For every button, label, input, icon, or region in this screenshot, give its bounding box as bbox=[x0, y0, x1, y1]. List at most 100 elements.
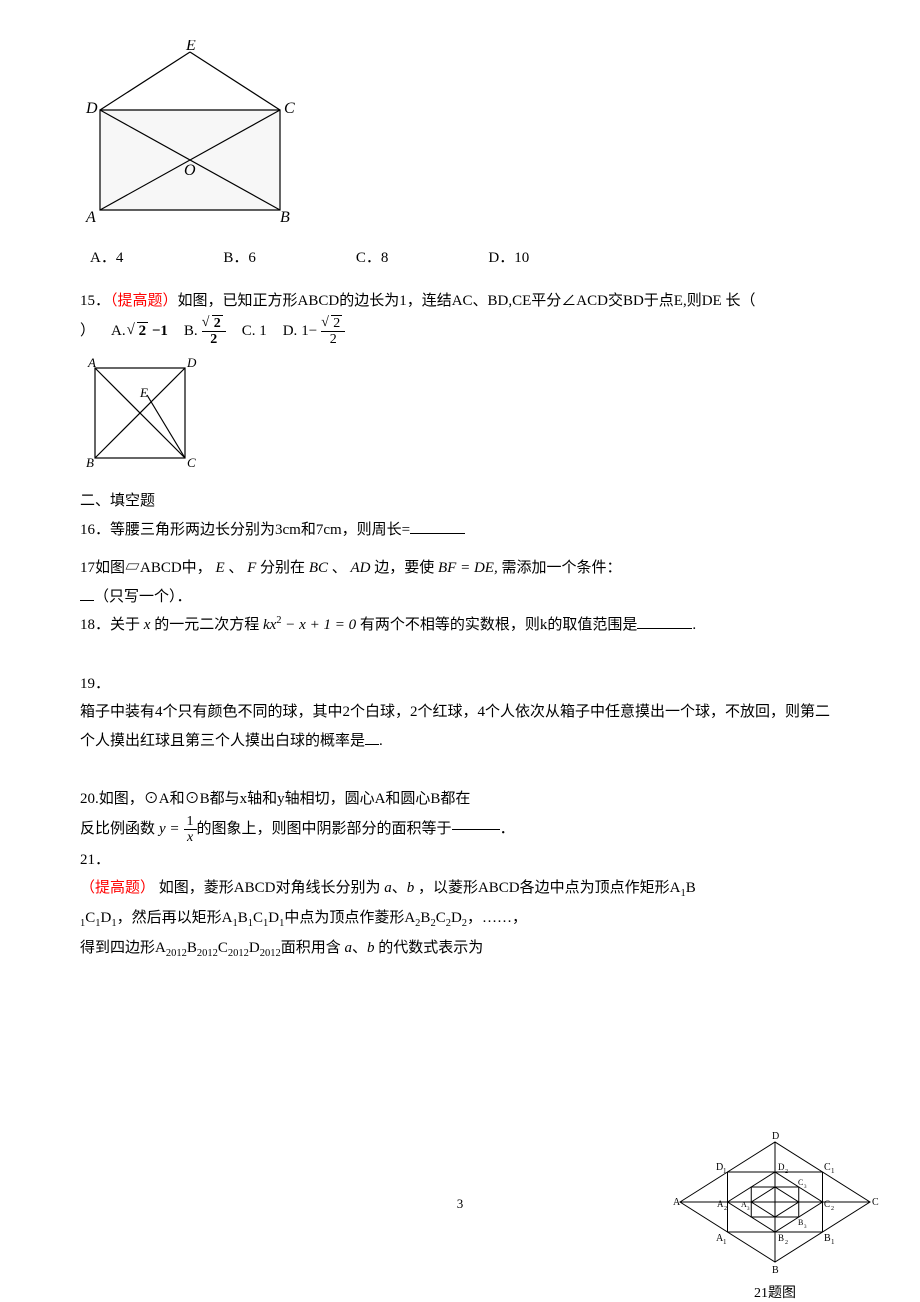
q15-d-one: 1− bbox=[301, 317, 317, 346]
q15-d: D. bbox=[283, 317, 298, 346]
q21-l3e: 面积用含 bbox=[281, 940, 345, 956]
q17-line2-text: （只写一个）． bbox=[94, 589, 192, 605]
q21-dot2: 、 bbox=[352, 940, 367, 956]
q19-text-line: 箱子中装有4个只有颜色不同的球，其中2个白球，2个红球，4个人依次从箱子中任意摸… bbox=[80, 698, 840, 755]
fig21-D1s: 1 bbox=[723, 1167, 727, 1175]
q18-prefix: 18．关于 bbox=[80, 617, 144, 633]
fig21-C1s: 1 bbox=[831, 1167, 835, 1175]
q21-figure: A D C B D1 C1 A1 B1 A2 D2 C2 B2 A3 C3 B3 bbox=[670, 1127, 880, 1277]
fig21-C2: C bbox=[824, 1199, 830, 1209]
q16-text: 等腰三角形两边长分别为3cm和7cm，则周长= bbox=[110, 522, 410, 538]
q21-l3c: C bbox=[218, 940, 228, 956]
q14-a-val: 4 bbox=[116, 250, 124, 266]
q15-figure: A D B C E bbox=[80, 353, 200, 473]
q15-line: 15．（提高题）如图，已知正方形ABCD的边长为1，连结AC、BD,CE平分∠A… bbox=[80, 287, 840, 316]
fig21-A2: A bbox=[717, 1199, 724, 1209]
fig14-label-e: E bbox=[185, 40, 196, 54]
q14-d-letter: D． bbox=[488, 250, 514, 266]
q14-d-val: 10 bbox=[514, 250, 529, 266]
q20-den: x bbox=[184, 830, 197, 845]
q21-d1: D bbox=[101, 910, 112, 926]
q18-line: 18．关于 x 的一元二次方程 kx2 − x + 1 = 0 有两个不相等的实… bbox=[80, 611, 840, 640]
fig14-label-b: B bbox=[280, 209, 290, 226]
fig21-D2s: 2 bbox=[785, 1169, 788, 1175]
q15-text: 如图，已知正方形ABCD的边长为1，连结AC、BD,CE平分∠ACD交BD于点E… bbox=[178, 293, 756, 309]
q21-s2012a: 2012 bbox=[166, 948, 187, 959]
q20-num: 1 bbox=[184, 814, 197, 830]
q21-t2j: D bbox=[451, 910, 462, 926]
q15-a-sqrt: 2 bbox=[137, 322, 149, 339]
fig14-label-d: D bbox=[85, 100, 98, 117]
q17-bfde: BF = DE, bbox=[438, 560, 498, 576]
fig21-caption: 21题图 bbox=[670, 1282, 880, 1302]
q15-a: A. bbox=[111, 317, 126, 346]
q21-s2012d: 2012 bbox=[260, 948, 281, 959]
fig15-c: C bbox=[187, 455, 196, 470]
q21-c1: C bbox=[85, 910, 95, 926]
q21-t2h: B bbox=[420, 910, 430, 926]
fig15-b: B bbox=[86, 455, 94, 470]
q14-a-letter: A． bbox=[90, 250, 116, 266]
q21-t2c: ，然后再以矩形A bbox=[117, 910, 233, 926]
q21-text1: 如图，菱形ABCD对角线长分别为 bbox=[155, 880, 384, 896]
q14-b-val: 6 bbox=[248, 250, 256, 266]
fig21-B1: B bbox=[824, 1233, 831, 1244]
q15-close: ） bbox=[80, 317, 95, 346]
q15-c: C. 1 bbox=[242, 317, 267, 346]
q21-l3f: 的代数式表示为 bbox=[375, 940, 484, 956]
q20-line1: 20.如图，⊙A和⊙B都与x轴和y轴相切，圆心A和圆心B都在 bbox=[80, 785, 840, 814]
fig21-C3s: 3 bbox=[804, 1185, 807, 1190]
fig21-B: B bbox=[772, 1265, 779, 1276]
q17-line2: （只写一个）． bbox=[80, 583, 840, 612]
fig21-C2s: 2 bbox=[831, 1206, 834, 1212]
q14-b-letter: B． bbox=[223, 250, 248, 266]
fig14-label-o: O bbox=[184, 162, 196, 179]
q17-ad: AD bbox=[351, 560, 371, 576]
q21-B: B bbox=[686, 880, 696, 896]
fig21-D2: D bbox=[778, 1162, 785, 1172]
q21-s2012b: 2012 bbox=[197, 948, 218, 959]
q21-s2012c: 2012 bbox=[228, 948, 249, 959]
section-2-title: 二、填空题 bbox=[80, 487, 840, 516]
fig15-d: D bbox=[186, 355, 197, 370]
q17-dot1: 、 bbox=[228, 560, 243, 576]
q21-t2i: C bbox=[436, 910, 446, 926]
q14-c-letter: C． bbox=[356, 250, 381, 266]
q17-dot2: 、 bbox=[332, 560, 347, 576]
q15-d-num: 2 bbox=[331, 315, 342, 331]
q21-t2g: 中点为顶点作菱形A bbox=[284, 910, 415, 926]
fig21-A1s: 1 bbox=[723, 1238, 727, 1246]
q20-line2: 反比例函数 y = 1 x 的图象上，则图中阴影部分的面积等于 ． bbox=[80, 814, 840, 846]
q15-choices: ） A. 2 −1 B. 2 2 C. 1 D. 1− 2 2 bbox=[80, 316, 840, 348]
q17-line1: 17如图▱ABCD中， E 、 F 分别在 BC 、 AD 边，要使 BF = … bbox=[80, 554, 840, 583]
q15-tag: （提高题） bbox=[110, 293, 178, 309]
q18-tail: 有两个不相等的实数根，则k的取值范围是 bbox=[356, 617, 637, 633]
fig21-A: A bbox=[673, 1197, 681, 1208]
q20-blank bbox=[452, 829, 500, 830]
fig21-B2: B bbox=[778, 1233, 784, 1243]
q15-num: 15． bbox=[80, 293, 110, 309]
q21-l3d: D bbox=[249, 940, 260, 956]
q20-line2a: 反比例函数 bbox=[80, 815, 155, 844]
fig21-B3s: 3 bbox=[804, 1225, 807, 1230]
q18-k: k bbox=[263, 617, 270, 633]
q15-a-minus: −1 bbox=[152, 323, 168, 339]
q21-t2f: D bbox=[268, 910, 279, 926]
q19-num: 19． bbox=[80, 676, 110, 692]
q20-yeq: y = bbox=[159, 815, 180, 844]
fig14-label-c: C bbox=[284, 100, 295, 117]
q21-dot: 、 bbox=[392, 880, 407, 896]
q18-blank bbox=[637, 628, 692, 629]
fig21-C: C bbox=[872, 1197, 879, 1208]
fig21-C1: C bbox=[824, 1162, 831, 1173]
fig21-D: D bbox=[772, 1131, 779, 1142]
q15-b-num: 2 bbox=[212, 315, 223, 331]
q14-figure: E D C A B O bbox=[80, 40, 300, 240]
q17-e: E bbox=[215, 560, 224, 576]
q21-a2: a bbox=[344, 940, 352, 956]
q17-prefix: 17如图▱ABCD中， bbox=[80, 560, 212, 576]
q17-f: F bbox=[247, 560, 256, 576]
q21-text2: ，以菱形ABCD各边中点为顶点作矩形A bbox=[414, 880, 680, 896]
q21-t2d: B bbox=[238, 910, 248, 926]
fig21-C3: C bbox=[798, 1178, 803, 1187]
